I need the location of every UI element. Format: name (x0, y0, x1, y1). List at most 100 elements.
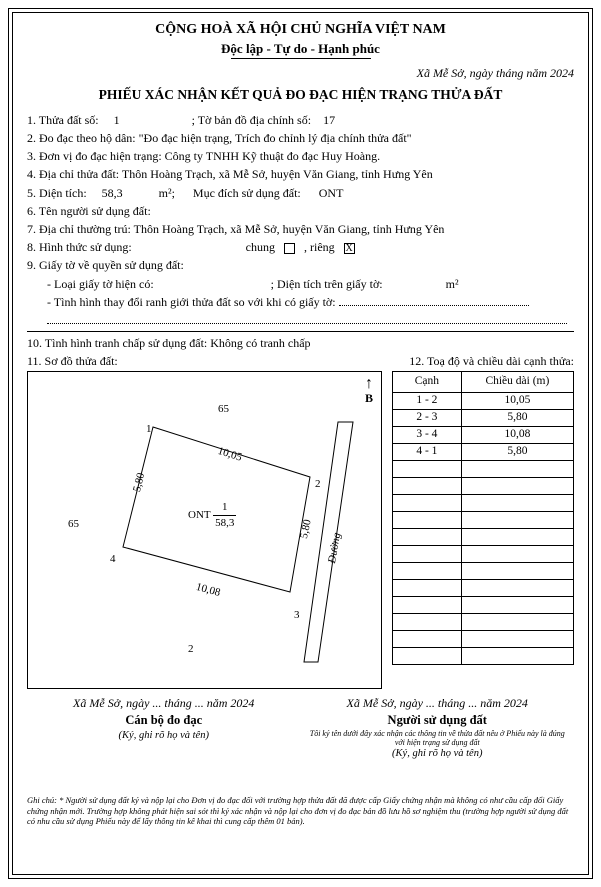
table-row: 3 - 410,08 (393, 426, 574, 443)
value: 58,3 (102, 186, 123, 200)
country-header: CỘNG HOÀ XÃ HỘI CHỦ NGHĨA VIỆT NAM (27, 21, 574, 40)
dotted-line (47, 312, 574, 328)
field-coords-label: 12. Toạ độ và chiều dài cạnh thửa: (409, 353, 574, 369)
sign-left-title: Cán bộ đo đạc (27, 712, 301, 729)
cell-empty (393, 477, 462, 494)
label: - Tình hình thay đổi ranh giới thửa đất … (47, 295, 336, 309)
sign-right-title: Người sử dụng đất (301, 712, 575, 729)
center-bot: 58,3 (213, 516, 236, 531)
header-underline (231, 58, 371, 59)
cell-empty (393, 494, 462, 511)
sign-left: Xã Mễ Sở, ngày ... tháng ... năm 2024 Cá… (27, 695, 301, 761)
vertex-label: 4 (110, 552, 116, 567)
label-rieng: , riêng (304, 240, 335, 254)
label: 1. Thửa đất số: (27, 113, 99, 127)
cell-empty (461, 545, 573, 562)
center-top: 1 (213, 500, 236, 516)
label: - Loại giấy tờ hiện có: (47, 277, 154, 291)
sign-right: Xã Mễ Sở, ngày ... tháng ... năm 2024 Ng… (301, 695, 575, 761)
field-residence: 7. Địa chỉ thường trú: Thôn Hoàng Trạch,… (27, 221, 574, 237)
cell-empty (461, 613, 573, 630)
table-row-empty (393, 494, 574, 511)
field-area: 5. Diện tích: 58,3 m²; Mục đích sử dụng … (27, 185, 574, 201)
field-diagram-label: 11. Sơ đồ thửa đất: (27, 353, 409, 369)
checkbox-rieng: X (344, 243, 355, 254)
cell-edge: 1 - 2 (393, 392, 462, 409)
field-user-name: 6. Tên người sử dụng đất: (27, 203, 574, 219)
sign-right-ky: (Ký, ghi rõ họ và tên) (301, 747, 575, 761)
field-cert-type: - Loại giấy tờ hiện có: ; Diện tích trên… (47, 276, 574, 292)
cell-empty (393, 579, 462, 596)
dotted-fill (339, 305, 529, 306)
cell-length: 10,05 (461, 392, 573, 409)
value: 1 (114, 113, 120, 127)
table-row-empty (393, 596, 574, 613)
table-row-empty (393, 477, 574, 494)
cell-empty (461, 596, 573, 613)
sign-right-note: Tôi ký tên dưới đây xác nhận các thông t… (301, 729, 575, 747)
edge-table-col: Cạnh Chiều dài (m) 1 - 210,052 - 35,803 … (392, 371, 574, 689)
edge-table: Cạnh Chiều dài (m) 1 - 210,052 - 35,803 … (392, 371, 574, 665)
neighbor-label: 65 (68, 517, 79, 532)
cell-empty (461, 630, 573, 647)
cell-empty (393, 630, 462, 647)
cell-empty (461, 562, 573, 579)
parcel-diagram: ↑ B 123410,055,8010,085,8065652ONT 158,3… (27, 371, 382, 689)
footnote: Ghi chú: * Người sử dụng đất ký và nộp l… (27, 795, 574, 827)
cell-empty (393, 545, 462, 562)
cell-empty (393, 511, 462, 528)
table-row-empty (393, 613, 574, 630)
cell-empty (461, 647, 573, 664)
th-edge: Cạnh (393, 372, 462, 393)
cell-length: 10,08 (461, 426, 573, 443)
unit-cert-area: m² (446, 277, 459, 291)
field-cert: 9. Giấy tờ về quyền sử dụng đất: (27, 257, 574, 273)
checkbox-chung (284, 243, 295, 254)
table-row-empty (393, 630, 574, 647)
cell-edge: 3 - 4 (393, 426, 462, 443)
cell-length: 5,80 (461, 409, 573, 426)
table-row: 4 - 15,80 (393, 443, 574, 460)
divider (27, 331, 574, 332)
value-map-sheet: 17 (323, 113, 335, 127)
vertex-label: 2 (315, 477, 321, 492)
table-row-empty (393, 647, 574, 664)
cell-empty (393, 460, 462, 477)
content-row: ↑ B 123410,055,8010,085,8065652ONT 158,3… (27, 371, 574, 689)
table-row-empty (393, 562, 574, 579)
field-boundary-change: - Tình hình thay đổi ranh giới thửa đất … (47, 294, 574, 310)
table-row-empty (393, 579, 574, 596)
neighbor-label: 2 (188, 642, 194, 657)
label: 5. Diện tích: (27, 186, 87, 200)
unit: m²; (159, 186, 175, 200)
label-cert-area: ; Diện tích trên giấy tờ: (271, 277, 383, 291)
table-row: 1 - 210,05 (393, 392, 574, 409)
value-use: ONT (319, 186, 344, 200)
label-map-sheet: ; Tờ bản đồ địa chính số: (192, 113, 311, 127)
table-row-empty (393, 545, 574, 562)
cell-empty (393, 596, 462, 613)
vertex-label: 1 (146, 422, 152, 437)
dotted-fill (47, 323, 567, 324)
field-use-form: 8. Hình thức sử dụng: chung , riêng X (27, 239, 574, 255)
field-parcel-address: 4. Địa chỉ thửa đất: Thôn Hoàng Trạch, x… (27, 166, 574, 182)
north-arrow: ↑ B (365, 378, 373, 406)
issue-date: Xã Mễ Sở, ngày tháng năm 2024 (27, 65, 574, 81)
north-label: B (365, 390, 373, 406)
cell-length: 5,80 (461, 443, 573, 460)
vertex-label: 3 (294, 608, 300, 623)
field-dispute: 10. Tình hình tranh chấp sử dụng đất: Kh… (27, 335, 574, 351)
field-survey-purpose: 2. Đo đạc theo hộ dân: "Đo đạc hiện trạn… (27, 130, 574, 146)
sign-right-date: Xã Mễ Sở, ngày ... tháng ... năm 2024 (301, 695, 575, 711)
document-title: PHIẾU XÁC NHẬN KẾT QUẢ ĐO ĐẠC HIỆN TRẠNG… (27, 86, 574, 104)
th-length: Chiều dài (m) (461, 372, 573, 393)
ont-label: ONT (188, 509, 210, 521)
field-survey-unit: 3. Đơn vị đo đạc hiện trạng: Công ty TNH… (27, 148, 574, 164)
table-row-empty (393, 460, 574, 477)
cell-empty (461, 579, 573, 596)
arrow-icon: ↑ (365, 378, 373, 390)
cell-edge: 4 - 1 (393, 443, 462, 460)
field-parcel-no: 1. Thửa đất số: 1 ; Tờ bản đồ địa chính … (27, 112, 574, 128)
cell-empty (461, 494, 573, 511)
cell-empty (461, 528, 573, 545)
